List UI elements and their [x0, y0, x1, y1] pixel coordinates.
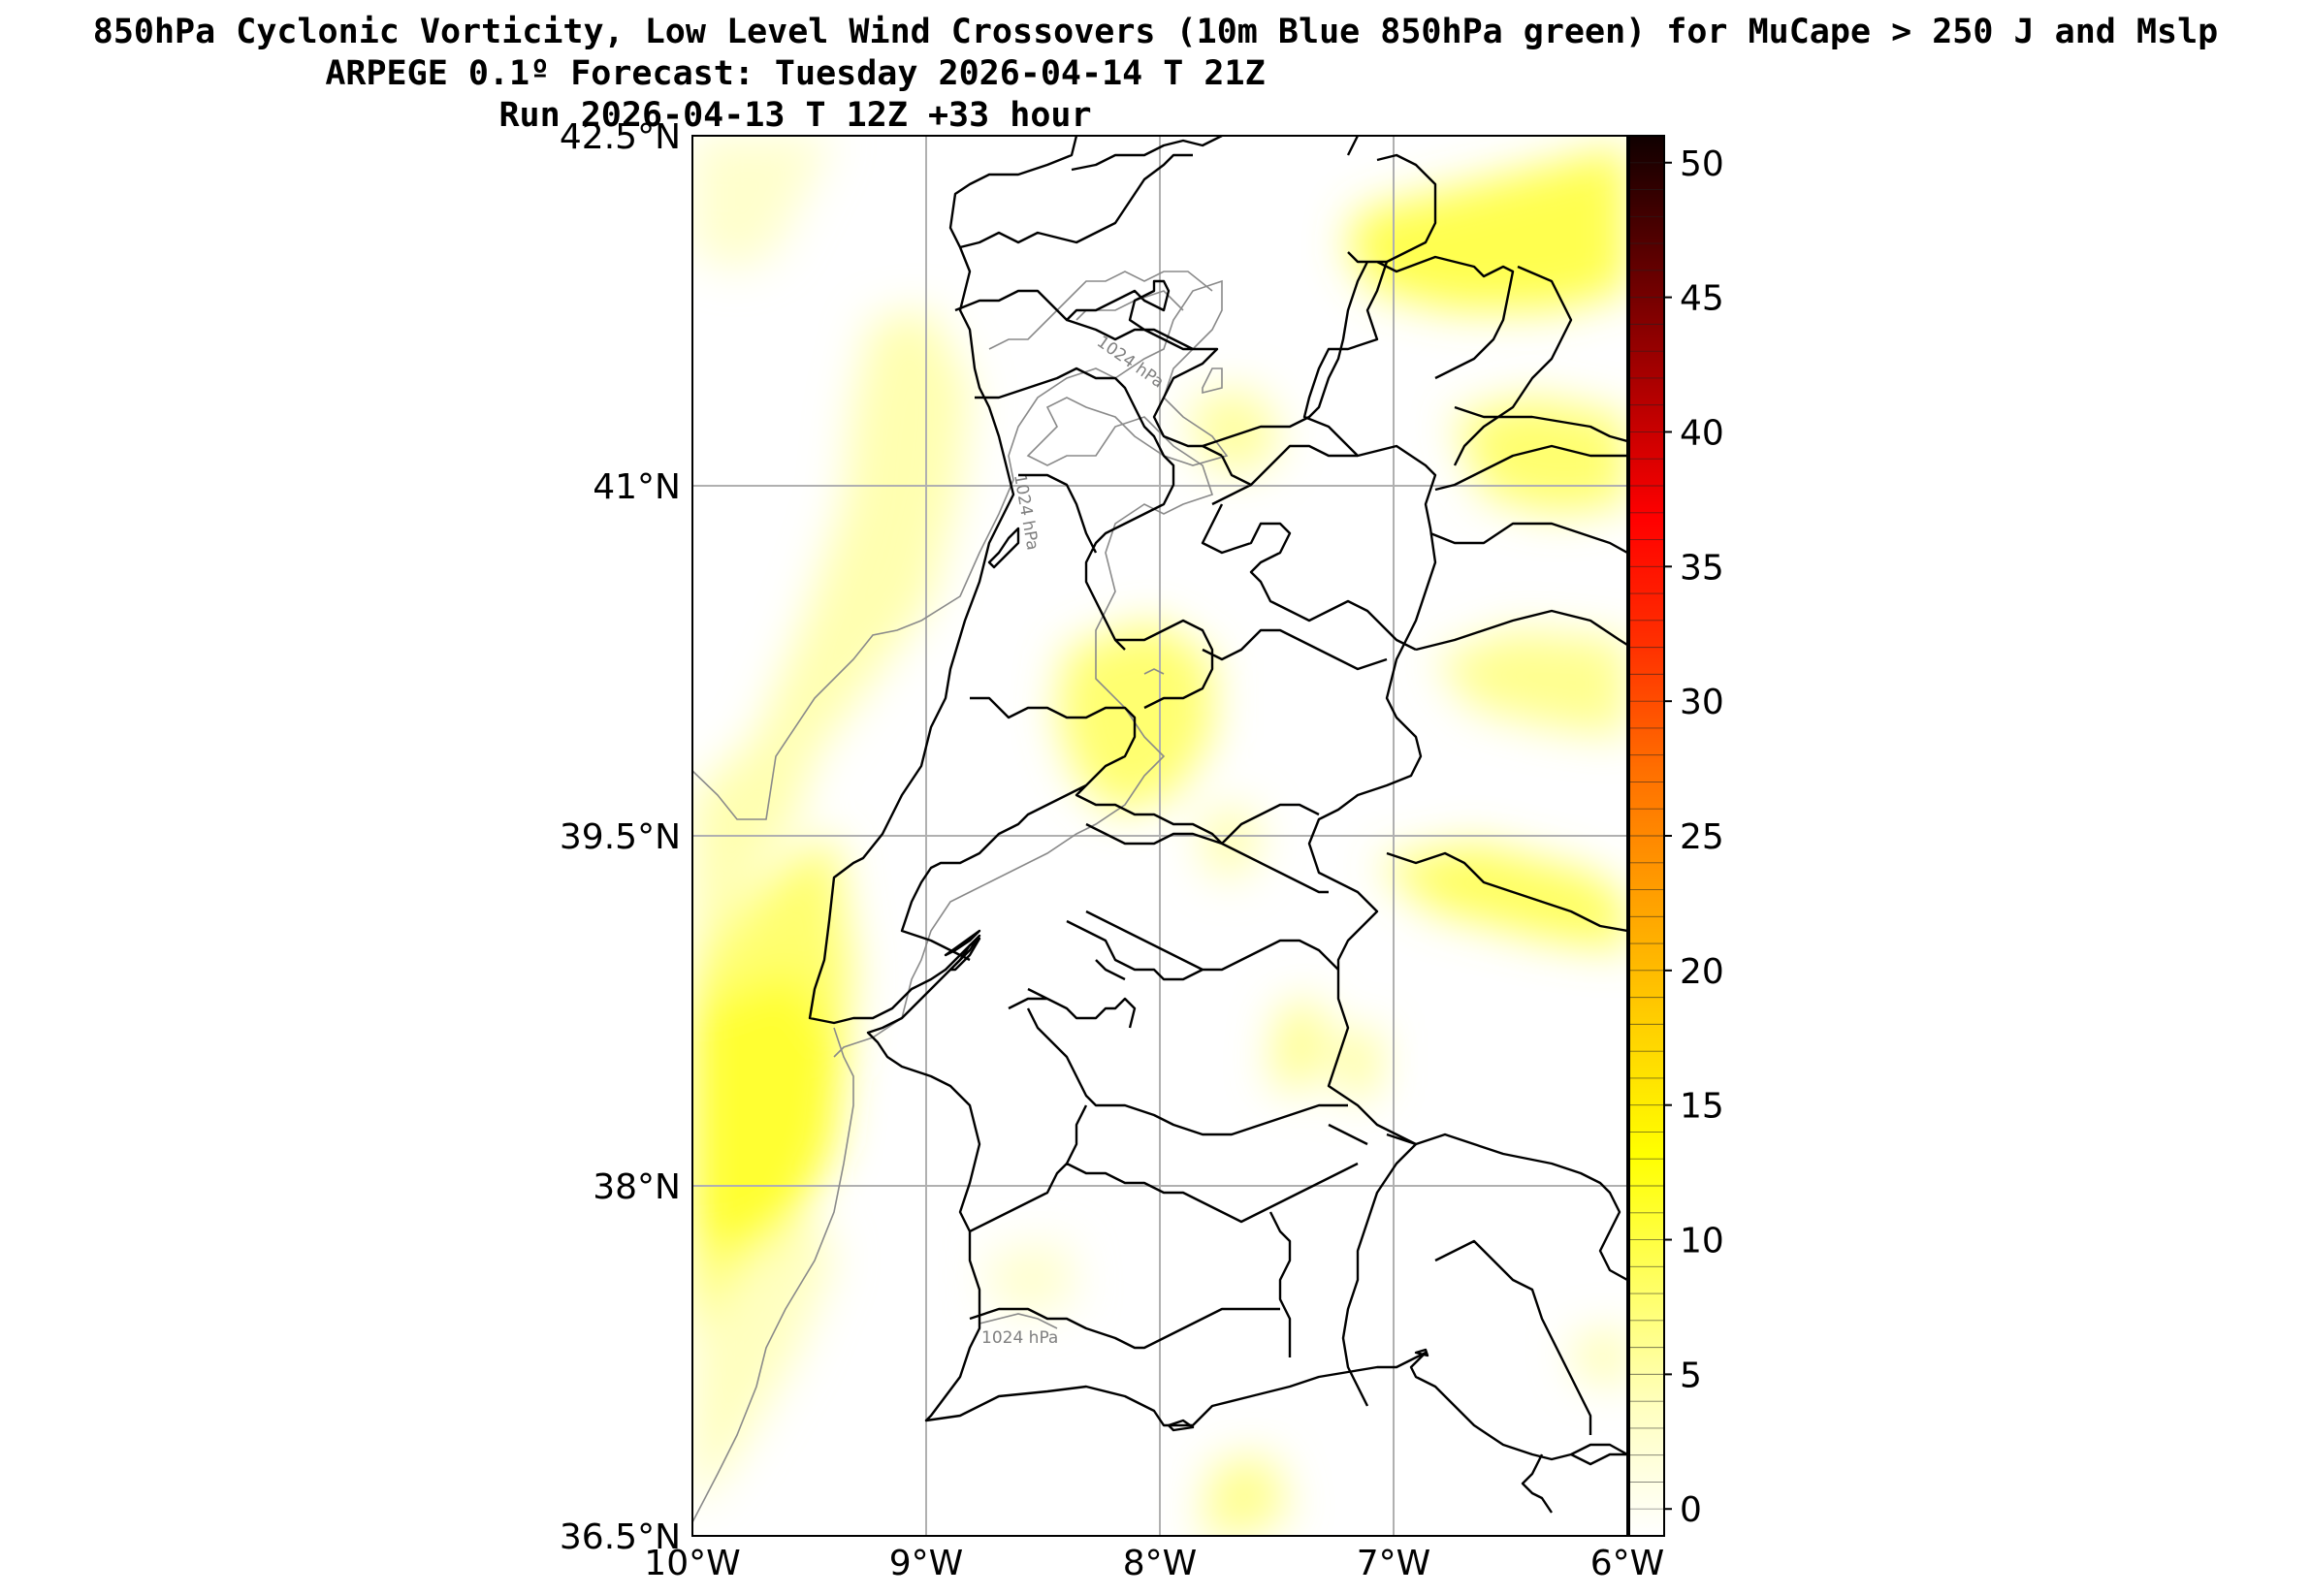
colorbar-tick-label: 5	[1680, 1356, 1702, 1395]
land-borders	[808, 136, 1627, 1514]
longitude-tick-label: 6°W	[1590, 1544, 1665, 1583]
national-border	[1071, 136, 1437, 1407]
longitude-tick-label: 9°W	[889, 1544, 964, 1583]
colorbar-tick-label: 10	[1680, 1222, 1724, 1261]
longitude-tick-label: 8°W	[1123, 1544, 1198, 1583]
longitude-labels: 10°W 9°W 8°W 7°W 6°W	[644, 1544, 1664, 1583]
regional-border	[1347, 251, 1627, 1282]
longitude-tick-label: 7°W	[1357, 1544, 1431, 1583]
latitude-tick-label: 39.5°N	[560, 817, 681, 857]
title-line-2: ARPEGE 0.1º Forecast: Tuesday 2026-04-14…	[325, 54, 1266, 93]
colorbar-tick-label: 35	[1680, 548, 1724, 588]
colorbar-tick-label: 40	[1680, 413, 1724, 453]
colorbar-tick-label: 50	[1680, 144, 1724, 184]
latitude-tick-label: 38°N	[593, 1167, 681, 1207]
title-line-1: 850hPa Cyclonic Vorticity, Low Level Win…	[92, 13, 2219, 51]
colorbar-tick-label: 30	[1680, 683, 1724, 722]
latitude-tick-label: 41°N	[593, 467, 681, 507]
colorbar-tick-label: 45	[1680, 279, 1724, 319]
title-line-3: Run 2026-04-13 T 12Z +33 hour	[498, 96, 1092, 135]
grid-lines	[692, 136, 1627, 1536]
latitude-labels: 42.5°N 41°N 39.5°N 38°N 36.5°N	[560, 117, 681, 1557]
longitude-tick-label: 10°W	[644, 1544, 740, 1583]
estuaries	[944, 527, 1429, 1432]
colorbar: 0 5 10 15 20 25 30 35 40 45 50	[1628, 135, 1724, 1537]
coastline	[808, 136, 1627, 1461]
map-frame	[691, 135, 1628, 1537]
colorbar-tick-label: 25	[1680, 817, 1724, 857]
latitude-tick-label: 42.5°N	[560, 117, 681, 157]
latitude-tick-label: 36.5°N	[560, 1517, 681, 1557]
colorbar-tick-label: 0	[1680, 1490, 1702, 1530]
isobar-label: 1024 hPa	[981, 1328, 1058, 1348]
colorbar-tick-label: 20	[1680, 952, 1724, 992]
colorbar-tick-label: 15	[1680, 1087, 1724, 1127]
district-borders	[900, 153, 1627, 1514]
